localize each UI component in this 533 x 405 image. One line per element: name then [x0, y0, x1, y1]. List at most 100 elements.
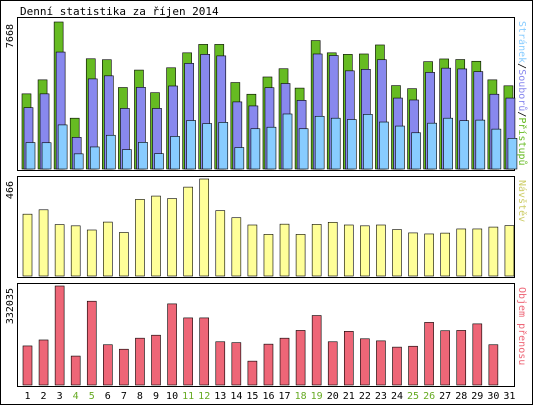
- bar-kbytes-day-24: [392, 346, 402, 386]
- bar-pages-day-3: [57, 124, 68, 170]
- x-tick-label-23: 23: [375, 391, 387, 402]
- bar-pages-day-22: [363, 114, 373, 170]
- x-tick-label-7: 7: [121, 391, 127, 402]
- bar-visits-day-14: [231, 217, 242, 277]
- legend-hits: Přístupů: [516, 117, 528, 165]
- bar-visits-day-18: [295, 234, 306, 277]
- x-tick-label-3: 3: [57, 391, 63, 402]
- bar-kbytes-day-15: [247, 360, 258, 386]
- bar-visits-day-15: [247, 224, 258, 277]
- bar-visits-day-1: [22, 213, 33, 277]
- legend-kbytes: Objem přenosu: [516, 287, 528, 365]
- y-max-label: 332035: [5, 288, 16, 324]
- bar-kbytes-day-13: [215, 341, 226, 386]
- bar-kbytes-day-28: [456, 330, 467, 386]
- y-max-label: 7668: [5, 24, 16, 48]
- x-tick-label-11: 11: [182, 391, 194, 402]
- bar-kbytes-day-10: [167, 303, 177, 386]
- bar-kbytes-day-7: [119, 348, 129, 386]
- bar-visits-day-27: [440, 232, 450, 277]
- bar-kbytes-day-22: [360, 338, 370, 386]
- legend-files: Souborů: [516, 69, 528, 111]
- bar-kbytes-day-5: [86, 300, 97, 386]
- panel-hits-files-pages: 7668 Stránek/Souborů/Přístupů: [5, 17, 528, 171]
- bar-pages-day-18: [298, 128, 309, 170]
- bar-visits-day-24: [392, 229, 402, 277]
- x-tick-label-15: 15: [246, 391, 258, 402]
- x-tick-label-25: 25: [407, 391, 419, 402]
- bar-pages-day-12: [202, 123, 213, 170]
- bar-visits-day-2: [38, 209, 49, 277]
- bar-pages-day-24: [395, 125, 405, 170]
- bar-visits-day-13: [215, 210, 226, 277]
- bar-visits-day-4: [70, 225, 81, 277]
- x-tick-label-20: 20: [327, 391, 339, 402]
- bar-pages-day-5: [89, 146, 100, 170]
- x-axis-day-labels: 1 2 3 4 5 6 7 8 9 10 11 12 13 14 15 16 17 18 19 20 21 22 23 24 2…: [24, 391, 515, 402]
- x-tick-label-31: 31: [503, 391, 515, 402]
- bar-kbytes-day-3: [54, 285, 65, 386]
- bar-visits-day-19: [311, 224, 322, 277]
- legend-separator: /: [516, 63, 527, 69]
- bar-pages-day-29: [475, 119, 486, 170]
- bar-kbytes-day-11: [183, 317, 193, 386]
- bar-pages-day-13: [218, 122, 229, 170]
- x-tick-label-6: 6: [105, 391, 111, 402]
- bar-pages-day-27: [443, 117, 453, 170]
- bar-pages-day-14: [234, 147, 245, 170]
- bar-kbytes-day-1: [22, 345, 33, 386]
- bar-kbytes-day-8: [135, 337, 145, 386]
- bar-kbytes-day-14: [231, 342, 242, 386]
- bar-kbytes-day-21: [343, 331, 354, 386]
- x-tick-label-18: 18: [295, 391, 307, 402]
- bar-pages-day-25: [411, 132, 421, 170]
- bar-pages-day-21: [346, 119, 357, 170]
- panel-border: [17, 176, 515, 278]
- bar-pages-day-8: [138, 142, 148, 170]
- bar-pages-day-2: [41, 142, 52, 170]
- x-tick-label-30: 30: [487, 391, 499, 402]
- bar-visits-day-7: [119, 232, 129, 277]
- bar-kbytes-day-29: [472, 323, 483, 386]
- bar-visits-day-5: [86, 229, 97, 277]
- bar-visits-day-10: [167, 198, 177, 277]
- panel-kbytes: 332035 Objem přenosu: [5, 283, 528, 387]
- legend-separator: /: [516, 111, 527, 117]
- x-tick-label-22: 22: [359, 391, 371, 402]
- bar-visits-day-30: [488, 226, 499, 277]
- bar-pages-day-19: [314, 115, 325, 170]
- bar-visits-day-17: [279, 223, 290, 277]
- bar-kbytes-day-2: [38, 339, 49, 386]
- bar-pages-day-23: [379, 121, 389, 170]
- bar-kbytes-day-19: [311, 315, 322, 386]
- bar-kbytes-day-9: [151, 334, 161, 386]
- bar-pages-day-15: [250, 128, 261, 170]
- x-tick-label-5: 5: [89, 391, 95, 402]
- bar-kbytes-day-16: [263, 343, 274, 386]
- bar-kbytes-day-18: [295, 330, 306, 386]
- bar-kbytes-day-25: [408, 345, 418, 386]
- bar-visits-day-29: [472, 228, 483, 277]
- bar-visits-day-25: [408, 232, 418, 277]
- bar-pages-day-31: [507, 138, 518, 170]
- bar-kbytes-day-27: [440, 330, 450, 386]
- x-tick-label-19: 19: [311, 391, 323, 402]
- bar-kbytes-day-30: [488, 344, 499, 386]
- bar-visits-day-11: [183, 186, 193, 277]
- x-tick-label-1: 1: [24, 391, 30, 402]
- bar-visits-day-3: [54, 224, 65, 277]
- x-tick-label-24: 24: [391, 391, 403, 402]
- x-tick-label-21: 21: [343, 391, 355, 402]
- x-tick-label-8: 8: [137, 391, 143, 402]
- bar-pages-day-1: [25, 142, 36, 170]
- x-tick-label-9: 9: [153, 391, 159, 402]
- bar-pages-day-11: [186, 120, 196, 170]
- bar-visits-day-21: [343, 224, 354, 277]
- bar-pages-day-16: [266, 126, 277, 170]
- bar-pages-day-4: [73, 153, 84, 170]
- x-tick-label-4: 4: [73, 391, 79, 402]
- bar-visits-day-31: [504, 225, 515, 277]
- y-max-label: 466: [5, 181, 16, 199]
- x-tick-label-28: 28: [455, 391, 467, 402]
